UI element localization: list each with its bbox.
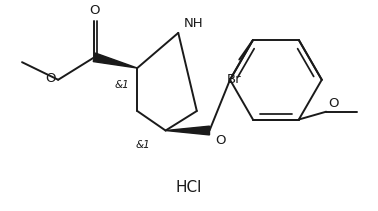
Text: O: O (328, 97, 339, 110)
Text: O: O (215, 134, 226, 147)
Text: O: O (46, 72, 56, 85)
Text: &1: &1 (135, 140, 150, 150)
Polygon shape (166, 126, 209, 135)
Text: Br: Br (227, 73, 242, 86)
Text: NH: NH (184, 17, 204, 30)
Polygon shape (93, 53, 137, 68)
Text: &1: &1 (115, 80, 129, 90)
Text: HCl: HCl (176, 180, 202, 195)
Text: O: O (89, 4, 99, 17)
